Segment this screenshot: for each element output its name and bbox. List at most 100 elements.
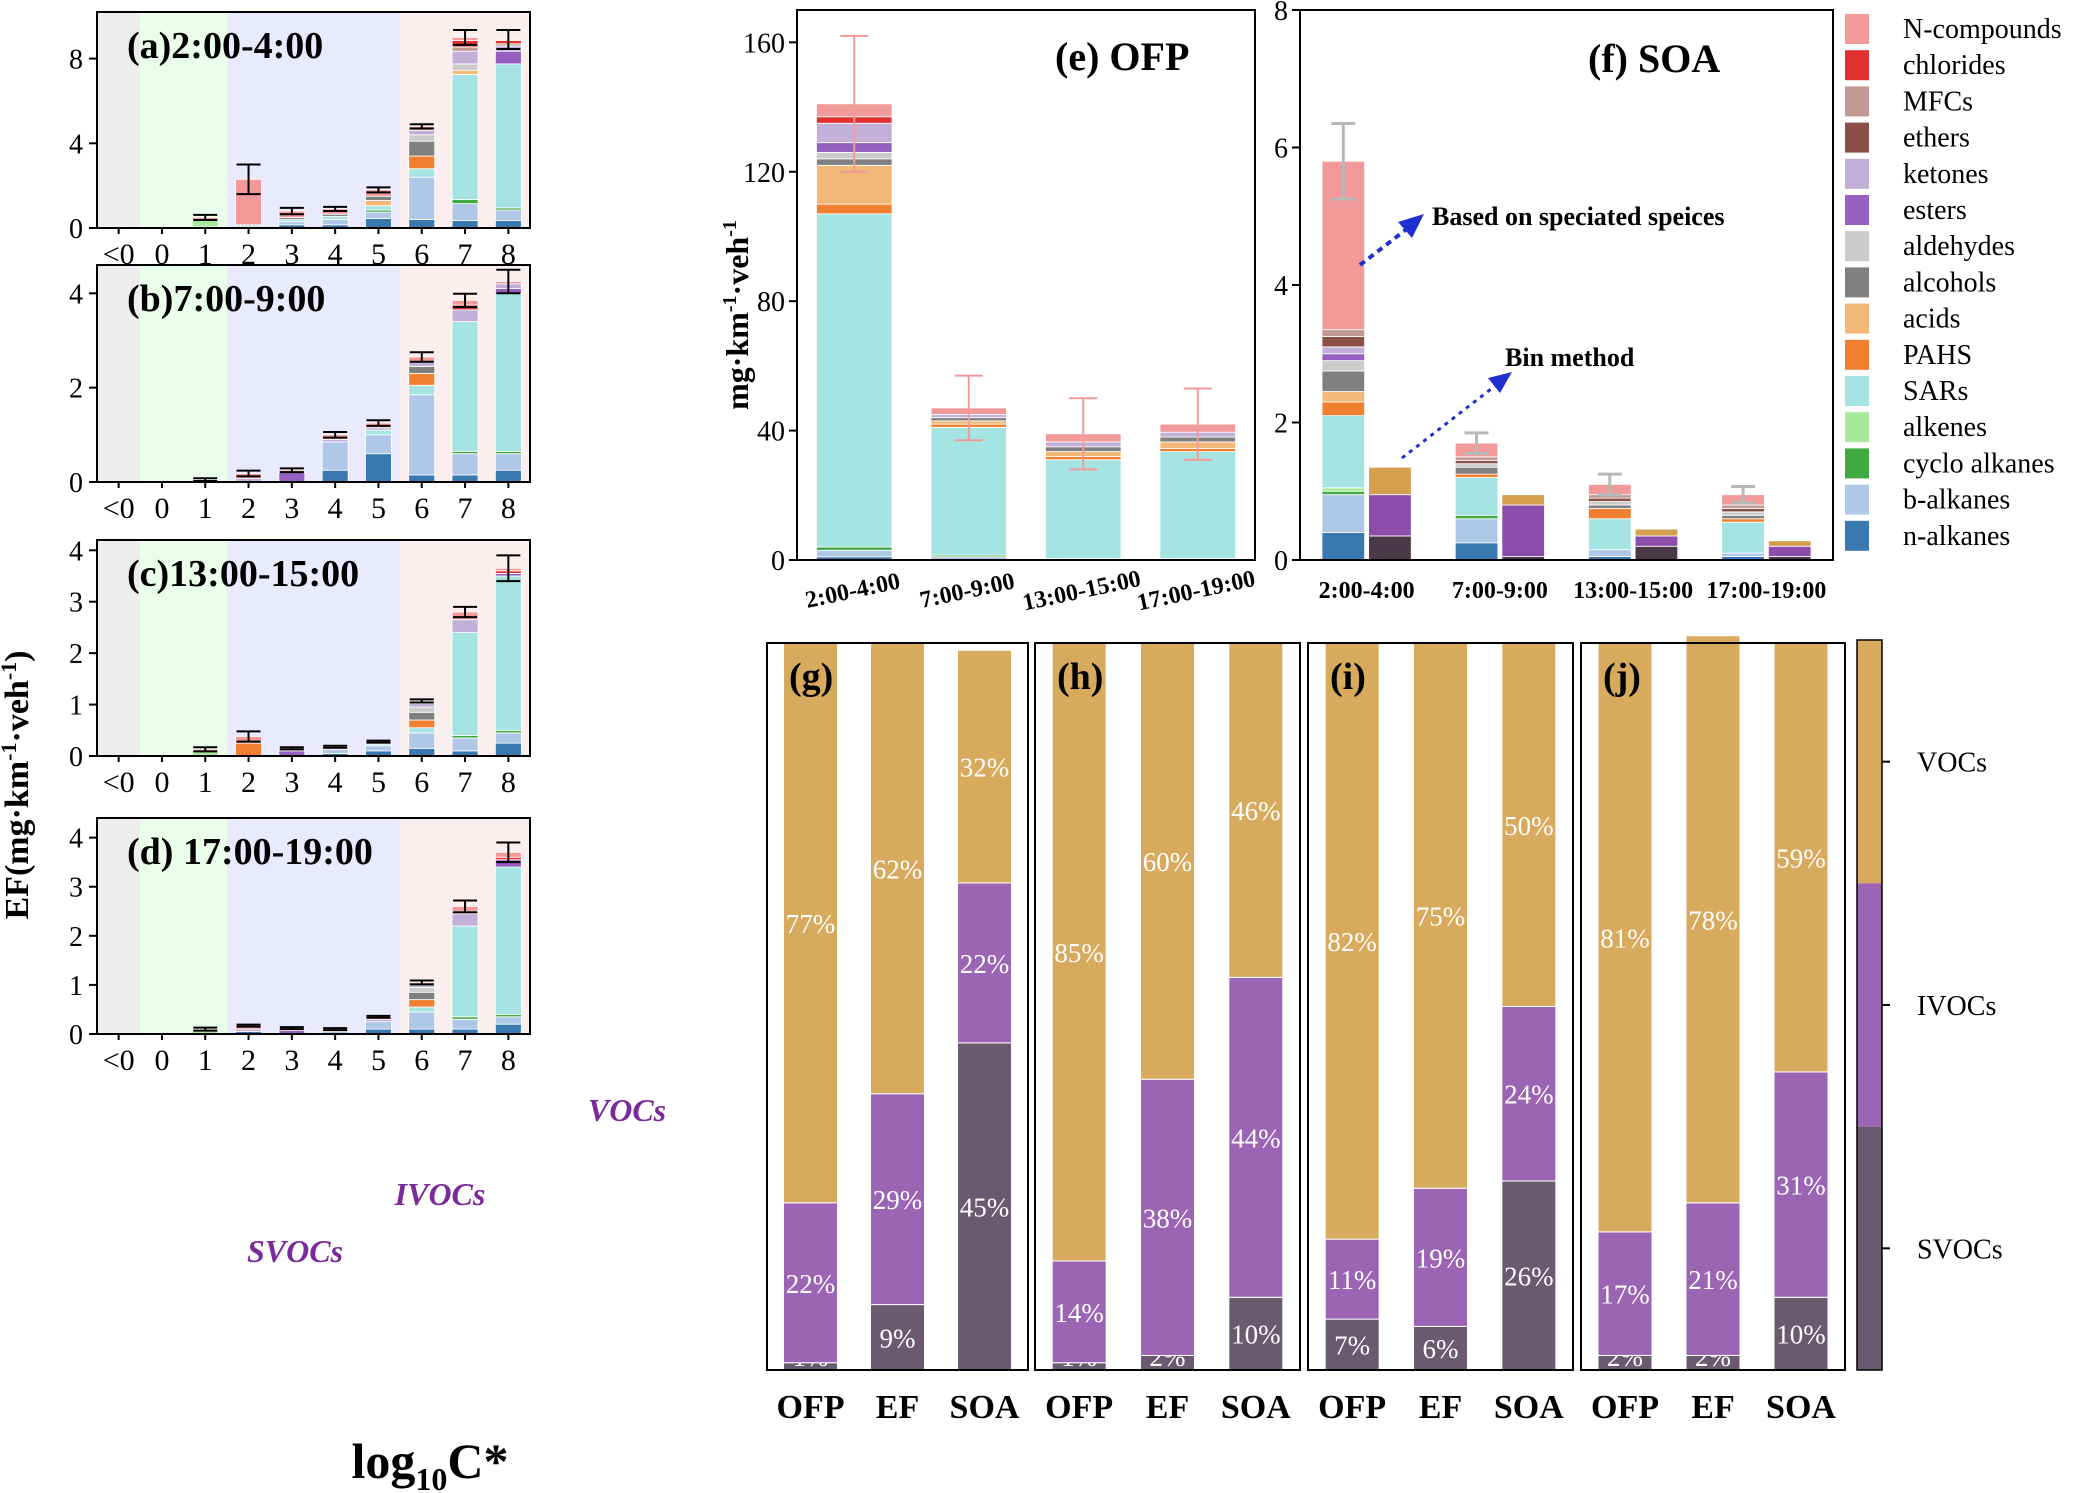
bar-j-0-vocs	[1597, 642, 1653, 1233]
bar-g-0-ivocs	[783, 1202, 838, 1364]
bar-label-i-2-ivocs: 24%	[1504, 1080, 1554, 1110]
bar-j-2-ivocs	[1773, 1071, 1829, 1298]
bar-c-9-sars	[494, 575, 522, 731]
xtick-label-d-8: 7	[458, 1044, 473, 1077]
panel-a: 048<0 0 1 2 3 4 5 6 7 8(a)2:00-4:00	[69, 11, 531, 271]
panel-d-bg-region-1	[140, 818, 227, 1034]
ytick-label-c-1: 1	[69, 691, 83, 722]
bar-label-h-2-ivocs: 44%	[1231, 1123, 1281, 1153]
panel-title-j: (j)	[1603, 656, 1641, 698]
ytick-label-d-0: 0	[69, 1020, 83, 1051]
panel-a-bg-region-0	[97, 12, 141, 228]
xtick-label-b-7: 6	[414, 492, 429, 525]
bar-label-g-2-vocs: 32%	[960, 753, 1010, 783]
bar-f-speciated-0-b_alkanes	[1321, 494, 1366, 533]
bar-d-7-aldehydes	[408, 986, 436, 993]
bar-b-7-b_alkanes	[408, 394, 436, 476]
legend-label-chlorides: chlorides	[1903, 50, 2006, 81]
legend-label-ketones: ketones	[1903, 159, 1989, 190]
ytick-label-d-2: 2	[69, 922, 83, 953]
bar-f-speciated-0-alcohols	[1321, 370, 1366, 392]
xtick-label-d-3: 2	[241, 1044, 256, 1077]
bar-a-7-sars	[408, 168, 436, 178]
panel-c-bg-region-1	[140, 540, 227, 756]
ytick-label-c-0: 0	[69, 742, 83, 773]
legend-swatch-mfcs	[1845, 86, 1869, 117]
xtick-label-b-3: 2	[241, 492, 256, 525]
bar-f-speciated-0-mfcs	[1321, 329, 1366, 337]
xtick-label-j-2: SOA	[1766, 1389, 1836, 1426]
xlabel-left-end: C*	[447, 1433, 508, 1489]
bar-c-7-sars	[408, 727, 436, 734]
ytick-label-c-4: 4	[69, 536, 83, 567]
bar-b-8-n_alkanes	[451, 474, 479, 483]
panel-c-frame	[96, 539, 531, 757]
bar-d-7-alcohols	[408, 991, 436, 1001]
bar-f-speciated-3-b_alkanes	[1721, 552, 1765, 557]
bar-f-speciated-1-b_alkanes	[1454, 518, 1499, 544]
bar-f-speciated-0-pahs	[1321, 401, 1366, 417]
legend-swatch-ethers	[1845, 122, 1869, 153]
annot-speciated-arrow	[1358, 223, 1414, 267]
bar-f-bin-1-bin_ivoc	[1501, 504, 1545, 557]
bar-f-bin-0-bin_voc	[1368, 466, 1412, 496]
ytick-label-b-1: 2	[69, 374, 83, 405]
bar-d-8-sars	[451, 925, 479, 1018]
ytick-label-e-4: 160	[743, 28, 785, 59]
legend-label-alcohols: alcohols	[1903, 267, 1996, 298]
bar-label-h-1-vocs: 60%	[1143, 847, 1193, 877]
xtick-label-b-2: 1	[198, 492, 213, 525]
xtick-label-d-5: 4	[328, 1044, 343, 1077]
bar-label-g-2-svocs: 45%	[960, 1192, 1010, 1222]
xtick-label-a-3: 2	[241, 238, 256, 271]
ytick-label-e-0: 0	[771, 546, 785, 577]
bar-f-speciated-0-ketones	[1321, 346, 1366, 355]
xtick-label-d-0: <0	[103, 1044, 135, 1077]
xlabel-left-main: log	[351, 1433, 415, 1489]
xtick-label-e-3: 17:00-19:00	[1135, 566, 1258, 616]
bar-label-i-0-svocs: 7%	[1334, 1331, 1370, 1361]
bar-label-g-0-ivocs: 22%	[786, 1269, 836, 1299]
ytick-label-e-1: 40	[757, 417, 785, 448]
bar-i-0-ivocs	[1324, 1238, 1380, 1320]
ytick-label-f-1: 2	[1274, 409, 1288, 440]
xtick-label-g-2: SOA	[950, 1389, 1020, 1426]
bar-label-i-0-vocs: 82%	[1327, 927, 1377, 957]
bar-i-0-vocs	[1324, 642, 1380, 1240]
panel-a-bg-region-1	[140, 12, 227, 228]
bar-j-1-ivocs	[1685, 1202, 1741, 1356]
bar-a-5-sars	[321, 215, 349, 220]
legend-label-b_alkanes: b-alkanes	[1903, 485, 2010, 516]
bar-h-2-ivocs	[1228, 976, 1284, 1298]
xtick-label-i-2: SOA	[1494, 1389, 1564, 1426]
bar-label-i-0-ivocs: 11%	[1328, 1265, 1377, 1295]
bar-a-8-sars	[451, 74, 479, 200]
ytick-label-a-2: 8	[69, 45, 83, 76]
ylabel-e-mid: ·veh	[719, 237, 755, 296]
bar-e-3-sars	[1159, 451, 1236, 559]
bar-b-7-alcohols	[408, 366, 436, 374]
bar-g-1-svocs	[870, 1304, 925, 1371]
bar-a-9-sars	[494, 63, 522, 209]
ytick-label-d-1: 1	[69, 971, 83, 1002]
xtick-label-f-3: 17:00-19:00	[1706, 578, 1826, 604]
bar-f-speciated-0-acids	[1321, 391, 1366, 403]
xlabel-left-sub: 10	[415, 1461, 447, 1493]
bar-f-bin-0-bin_svoc	[1368, 535, 1412, 561]
xtick-label-d-7: 6	[414, 1044, 429, 1077]
bar-d-7-sars	[408, 1006, 436, 1013]
ylabel-e-main: mg·km	[719, 312, 755, 410]
region-label-svocs: SVOCs	[247, 1233, 343, 1269]
bar-a-7-aldehydes	[408, 134, 436, 142]
panel-i-frame	[1307, 642, 1574, 1371]
bar-g-1-vocs	[870, 642, 925, 1095]
share-legend-frame	[1856, 639, 1883, 1371]
bar-f-bin-3-bin_voc	[1767, 540, 1812, 547]
bar-b-8-sars	[451, 321, 479, 452]
panel-title-d: (d) 17:00-19:00	[127, 831, 373, 873]
panel-d-bg-region-2	[226, 818, 401, 1034]
bar-e-2-sars	[1045, 459, 1122, 559]
bar-label-h-0-ivocs: 14%	[1054, 1298, 1104, 1328]
xtick-label-b-5: 4	[328, 492, 343, 525]
bar-a-8-b_alkanes	[451, 203, 479, 221]
